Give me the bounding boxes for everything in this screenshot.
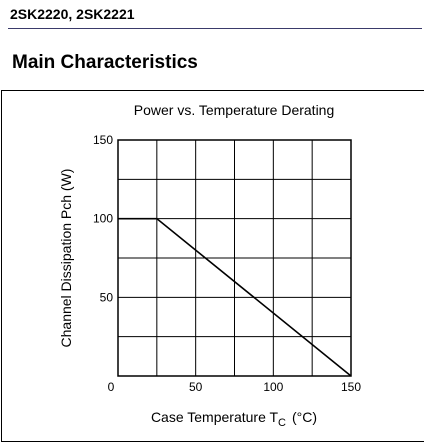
y-tick-label: 100 [93, 212, 113, 226]
y-axis-label: Channel Dissipation Pch (W) [58, 169, 74, 348]
x-tick-label: 150 [341, 380, 361, 394]
x-tick-label: 100 [263, 380, 283, 394]
document-header: 2SK2220, 2SK2221 [10, 6, 135, 22]
plot-area-border [117, 139, 352, 377]
x-tick-label: 50 [189, 380, 203, 394]
y-tick-label: 150 [93, 133, 113, 147]
y-tick-label: 50 [100, 290, 114, 304]
x-axis-label-main: Case Temperature T [151, 409, 279, 425]
grid [118, 140, 351, 376]
x-axis-label-sub: C [278, 417, 286, 429]
section-title: Main Characteristics [12, 52, 198, 73]
x-axis-label: Case Temperature TC (°C) [151, 409, 317, 429]
series [118, 217, 352, 377]
x-axis-label-unit: (°C) [292, 409, 317, 425]
series-line [118, 217, 352, 377]
x-tick-label: 0 [108, 380, 115, 394]
chart-title: Power vs. Temperature Derating [134, 102, 335, 118]
tick-labels: 0 50 100 150 50 100 150 [93, 133, 361, 394]
header-divider [8, 28, 422, 29]
